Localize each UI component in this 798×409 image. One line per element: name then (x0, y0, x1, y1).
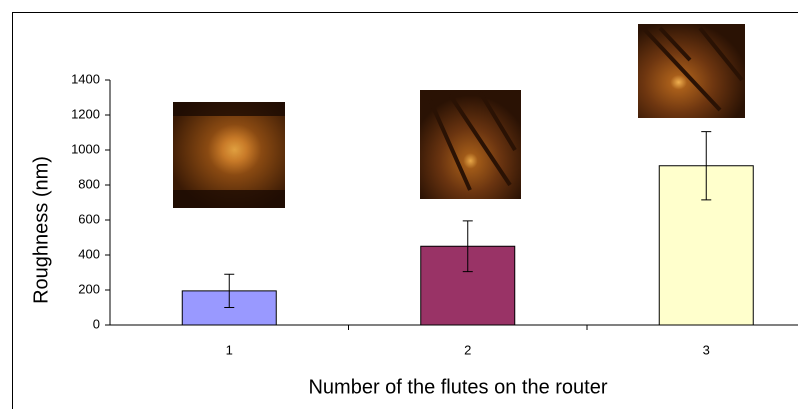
chart: 0 200 400 600 800 1000 1200 1400 1 2 3 Number of t… (0, 0, 798, 409)
y-tick-label: 1000 (71, 141, 100, 156)
afm-image-band (173, 190, 285, 208)
y-tick-label: 200 (78, 281, 100, 296)
y-tick-label: 800 (78, 176, 100, 191)
afm-image (420, 90, 521, 199)
y-tick-label: 600 (78, 211, 100, 226)
x-axis-title: Number of the flutes on the router (308, 376, 607, 398)
x-tick-label: 3 (703, 342, 710, 357)
y-axis-title: Roughness (nm) (30, 156, 52, 304)
x-tick-label: 1 (226, 342, 233, 357)
x-tick-label: 2 (464, 342, 471, 357)
y-tick-label: 1200 (71, 106, 100, 121)
y-tick-label: 1400 (71, 71, 100, 86)
afm-image-band (173, 102, 285, 116)
y-tick-label: 400 (78, 246, 100, 261)
y-tick-label: 0 (93, 316, 100, 331)
